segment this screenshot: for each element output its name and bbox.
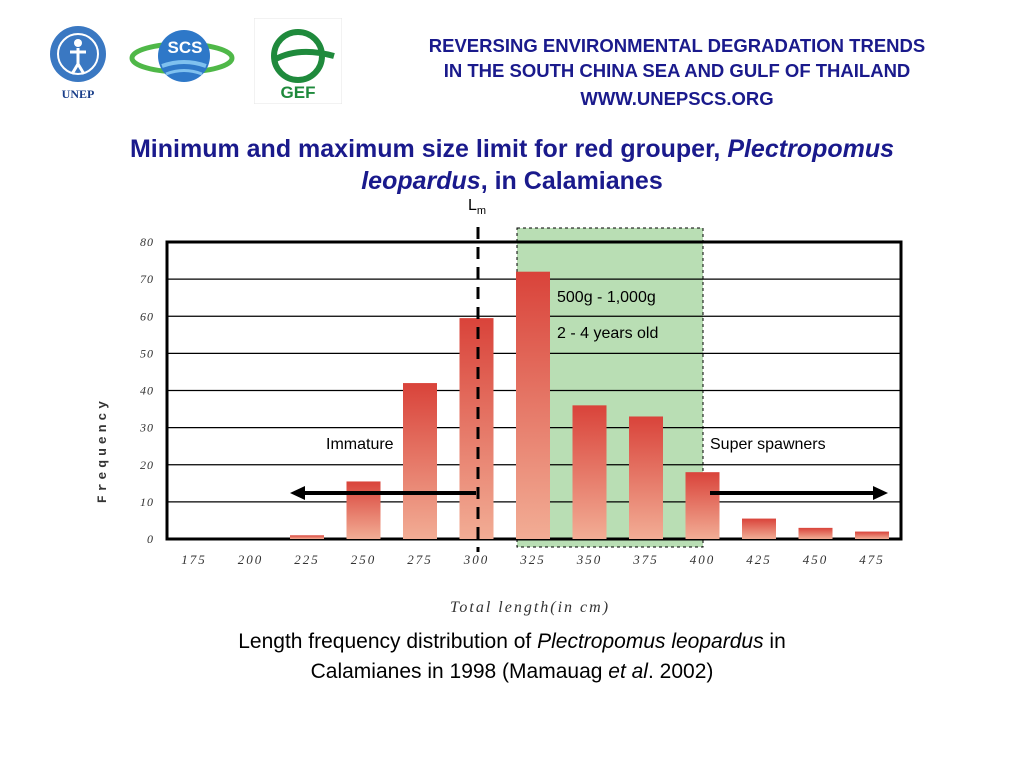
project-header: REVERSING ENVIRONMENTAL DEGRADATION TREN… bbox=[352, 33, 1002, 111]
y-tick-label: 10 bbox=[140, 495, 154, 509]
x-axis-label: Total length(in cm) bbox=[450, 599, 610, 616]
annotation-immature: Immature bbox=[326, 436, 394, 453]
title-species-genus: Plectropomus bbox=[727, 135, 895, 163]
header-line-1: REVERSING ENVIRONMENTAL DEGRADATION TREN… bbox=[428, 35, 926, 56]
y-tick-label: 40 bbox=[140, 384, 154, 398]
x-tick-label: 400 bbox=[690, 552, 716, 567]
y-tick-labels: 0 10 20 30 40 50 60 70 80 bbox=[139, 235, 154, 546]
scs-logo-text: SCS bbox=[168, 38, 203, 57]
y-tick-label: 30 bbox=[139, 421, 154, 435]
immature-arrow-head bbox=[290, 486, 305, 500]
caption-text-3: Calamianes in 1998 (Mamauag bbox=[310, 660, 609, 683]
x-tick-label: 375 bbox=[632, 552, 659, 567]
unep-logo-text: UNEP bbox=[62, 87, 95, 101]
bar-400 bbox=[685, 472, 720, 539]
annotation-super-spawners: Super spawners bbox=[710, 436, 826, 453]
caption-text-4: . 2002) bbox=[647, 660, 714, 683]
x-tick-label: 175 bbox=[181, 552, 207, 567]
y-tick-label: 20 bbox=[140, 458, 154, 472]
gef-logo-text: GEF bbox=[281, 83, 316, 102]
caption-text-1: Length frequency distribution of bbox=[238, 630, 538, 653]
bar-475 bbox=[855, 531, 889, 539]
x-tick-label: 250 bbox=[351, 552, 377, 567]
x-tick-label: 225 bbox=[294, 552, 320, 567]
annotation-age: 2 - 4 years old bbox=[557, 325, 658, 342]
x-tick-label: 350 bbox=[576, 552, 603, 567]
scs-logo: SCS bbox=[129, 30, 235, 82]
y-tick-label: 70 bbox=[140, 272, 154, 286]
bar-250 bbox=[346, 481, 381, 539]
gef-logo: GEF bbox=[254, 18, 342, 104]
x-tick-label: 325 bbox=[519, 552, 546, 567]
bar-325 bbox=[516, 271, 550, 539]
caption-species: Plectropomus leopardus bbox=[537, 630, 764, 653]
lm-label: Lm bbox=[468, 197, 486, 217]
x-tick-label: 450 bbox=[803, 552, 829, 567]
y-tick-label: 60 bbox=[140, 309, 154, 323]
header-url: WWW.UNEPSCS.ORG bbox=[580, 88, 774, 109]
bar-450 bbox=[798, 527, 833, 539]
super-spawners-arrow-head bbox=[873, 486, 888, 500]
title-part-2: , in Calamianes bbox=[480, 167, 663, 195]
x-tick-label: 200 bbox=[238, 552, 264, 567]
y-tick-label: 50 bbox=[140, 346, 154, 360]
slide-title: Minimum and maximum size limit for red g… bbox=[40, 133, 984, 197]
x-tick-label: 275 bbox=[407, 552, 433, 567]
lm-subscript: m bbox=[477, 205, 486, 217]
annotation-weight: 500g - 1,000g bbox=[557, 289, 656, 306]
y-axis-label: Frequency bbox=[95, 397, 110, 503]
unep-logo: UNEP bbox=[50, 26, 106, 101]
caption-text-2: in bbox=[763, 630, 786, 653]
caption-et-al: et al bbox=[608, 660, 648, 683]
bar-225 bbox=[290, 535, 324, 539]
x-tick-label: 475 bbox=[859, 552, 885, 567]
x-tick-label: 425 bbox=[746, 552, 772, 567]
y-tick-label: 80 bbox=[140, 235, 154, 249]
bar-375 bbox=[629, 416, 663, 539]
title-part-1: Minimum and maximum size limit for red g… bbox=[129, 135, 728, 163]
x-tick-labels: 175 200 225 250 275 300 325 350 375 400 425 450 475 bbox=[181, 552, 885, 567]
y-tick-label: 0 bbox=[147, 532, 154, 546]
figure-caption: Length frequency distribution of Plectro… bbox=[90, 627, 934, 687]
bar-425 bbox=[742, 518, 776, 539]
header-line-2: IN THE SOUTH CHINA SEA AND GULF OF THAIL… bbox=[443, 60, 911, 81]
bar-275 bbox=[403, 383, 437, 539]
title-species-epithet: leopardus bbox=[361, 167, 481, 195]
bar-350 bbox=[572, 405, 607, 539]
x-tick-label: 300 bbox=[463, 552, 490, 567]
